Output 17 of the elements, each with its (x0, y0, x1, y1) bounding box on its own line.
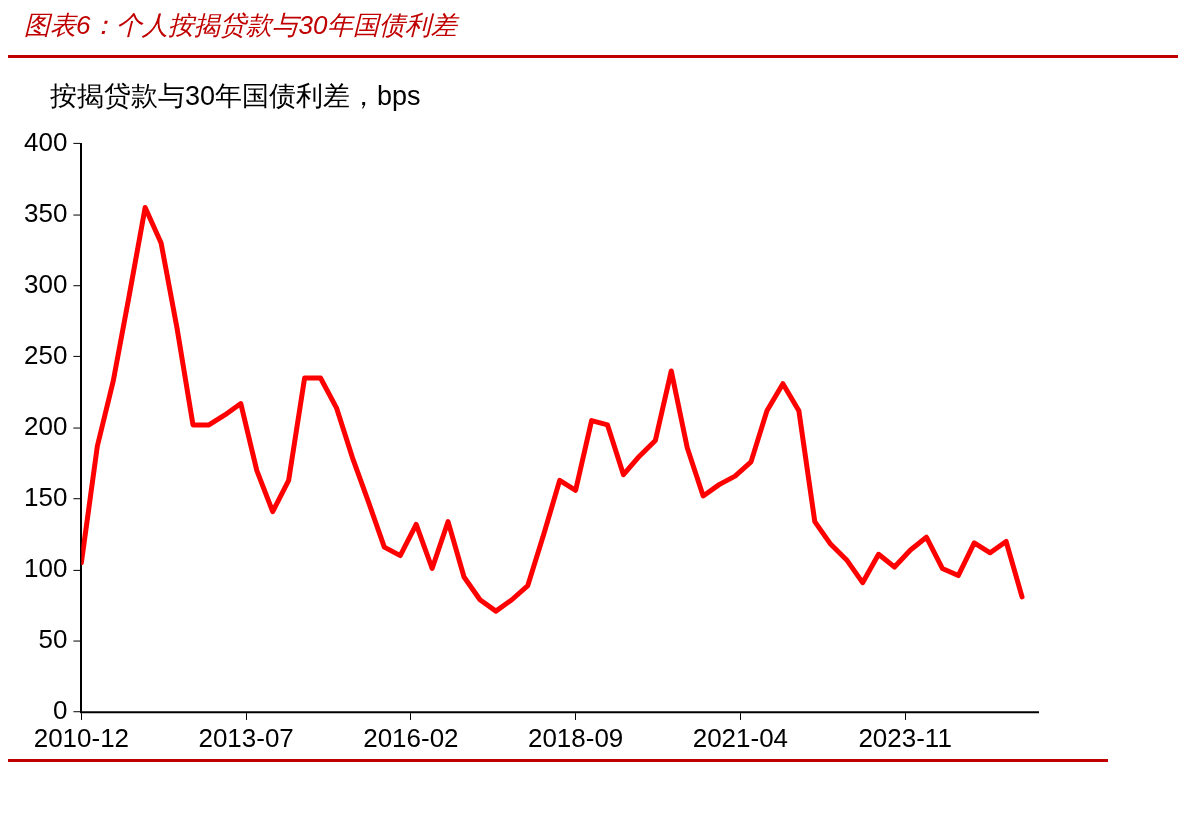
y-tick-label: 400 (24, 127, 68, 156)
y-tick-label: 100 (24, 554, 68, 583)
chart-title: 图表6：个人按揭贷款与30年国债利差 (8, 8, 1178, 58)
x-tick-label: 2010-12 (33, 723, 130, 752)
chart-subtitle: 按揭贷款与30年国债利差，bps (49, 80, 422, 113)
y-tick-label: 300 (24, 269, 68, 298)
x-tick-label: 2018-09 (527, 723, 624, 752)
x-tick-label: 2023-11 (858, 723, 952, 752)
y-tick-label: 50 (38, 625, 68, 654)
y-tick-label: 200 (24, 411, 68, 440)
y-tick-label: 250 (24, 340, 68, 369)
x-tick-label: 2013-07 (198, 723, 294, 752)
y-tick-label: 150 (24, 483, 68, 511)
x-tick-label: 2021-04 (692, 723, 789, 752)
y-tick-label: 350 (24, 198, 68, 227)
x-tick-label: 2016-02 (363, 723, 459, 752)
y-tick-label: 0 (52, 696, 68, 725)
